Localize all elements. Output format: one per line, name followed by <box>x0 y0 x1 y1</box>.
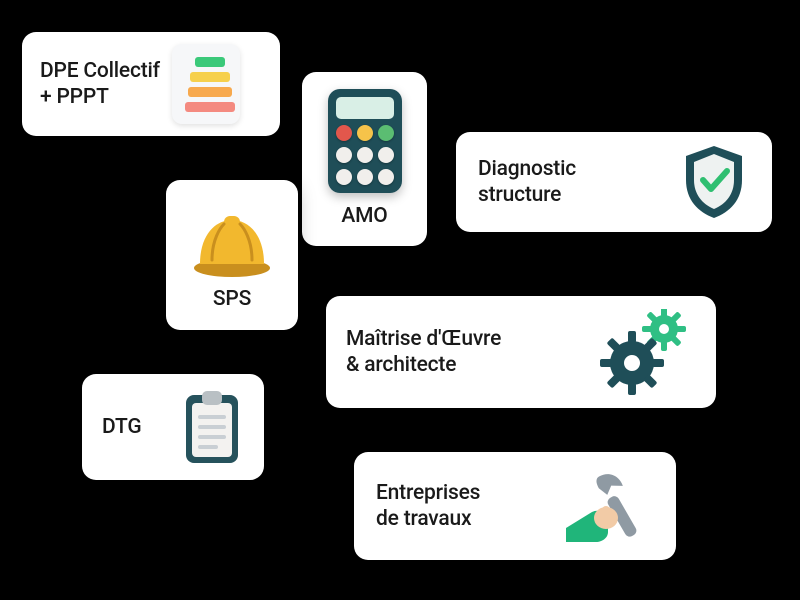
energy-bar-4 <box>185 102 235 112</box>
card-dpe-label: DPE Collectif+ PPPT <box>40 58 160 111</box>
wrench-hand-icon <box>562 466 654 546</box>
calc-btn <box>378 169 394 185</box>
hardhat-icon <box>190 210 274 280</box>
gears-icon <box>596 309 696 395</box>
calc-btn-yellow <box>357 125 373 141</box>
shield-check-icon <box>678 142 750 222</box>
card-moe-label: Maîtrise d'Œuvre& architecte <box>346 326 501 379</box>
calc-btn <box>357 147 373 163</box>
card-entreprises-label: Entreprisesde travaux <box>376 480 480 533</box>
calc-btn-red <box>336 125 352 141</box>
card-dtg: DTG <box>82 374 264 480</box>
energy-bar-1 <box>195 57 225 67</box>
energy-bars-icon <box>172 44 240 124</box>
calculator-screen <box>336 97 394 119</box>
clipboard-icon <box>180 387 244 467</box>
energy-bar-2 <box>190 72 230 82</box>
calc-btn <box>336 147 352 163</box>
card-moe: Maîtrise d'Œuvre& architecte <box>326 296 716 408</box>
card-diagnostic-label: Diagnosticstructure <box>478 156 576 209</box>
calc-btn <box>357 169 373 185</box>
calculator-icon <box>328 89 402 193</box>
card-sps-label: SPS <box>213 286 251 312</box>
card-amo: AMO <box>302 72 427 246</box>
calc-btn <box>336 169 352 185</box>
calc-btn-green <box>378 125 394 141</box>
card-sps: SPS <box>166 180 298 330</box>
card-dpe: DPE Collectif+ PPPT <box>22 32 280 136</box>
energy-bar-3 <box>188 87 232 97</box>
card-dtg-label: DTG <box>102 414 141 440</box>
card-amo-label: AMO <box>341 203 387 229</box>
card-diagnostic: Diagnosticstructure <box>456 132 772 232</box>
card-entreprises: Entreprisesde travaux <box>354 452 676 560</box>
calc-btn <box>378 147 394 163</box>
